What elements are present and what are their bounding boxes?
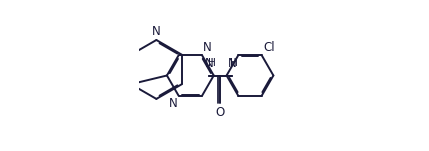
- Text: Cl: Cl: [263, 41, 275, 54]
- Text: H: H: [208, 58, 215, 68]
- Text: N: N: [203, 41, 211, 54]
- Text: N: N: [152, 25, 161, 38]
- Text: H: H: [230, 58, 238, 68]
- Text: O: O: [215, 106, 224, 119]
- Text: N: N: [205, 57, 214, 70]
- Text: N: N: [169, 97, 178, 110]
- Text: N: N: [227, 57, 236, 70]
